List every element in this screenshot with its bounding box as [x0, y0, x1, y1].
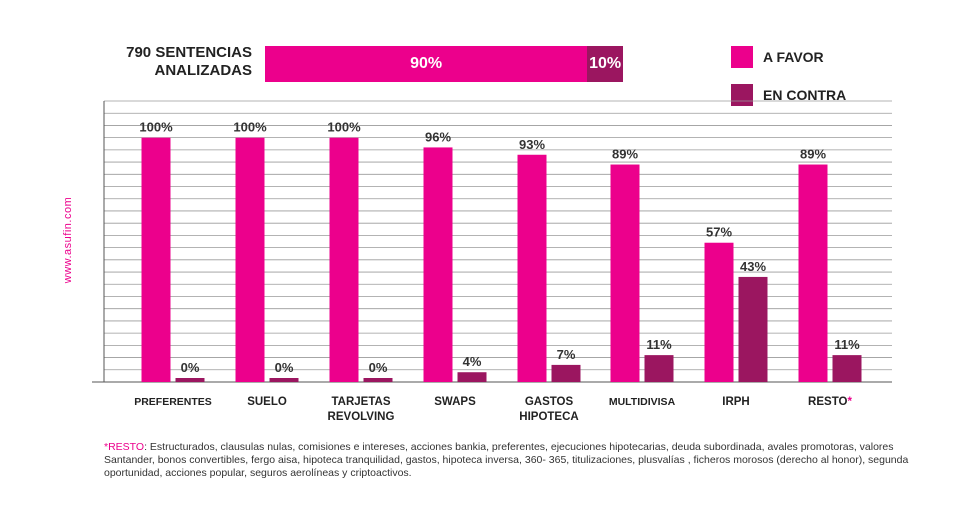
title-line-2: ANALIZADAS — [154, 62, 253, 79]
chart-bars — [141, 137, 862, 382]
bar-contra-7 — [832, 355, 862, 382]
value-label-favor-0: 100% — [139, 120, 173, 135]
bar-contra-0 — [175, 378, 205, 382]
category-label-5-0: MULTIDIVISA — [609, 396, 676, 408]
category-label-2-0: TARJETAS — [332, 396, 391, 408]
value-label-favor-3: 96% — [425, 129, 451, 144]
legend-label-contra: EN CONTRA — [763, 87, 847, 103]
category-label-4-1: HIPOTECA — [519, 411, 578, 423]
bar-contra-6 — [738, 276, 768, 382]
category-asterisk: * — [847, 396, 852, 408]
summary-favor-segment: 90% — [265, 46, 588, 82]
value-label-contra-2: 0% — [369, 360, 388, 375]
bar-favor-1 — [235, 137, 265, 382]
category-label-6-0: IRPH — [722, 396, 749, 408]
sentences-analyzed-title: 790 SENTENCIAS ANALIZADAS — [96, 44, 252, 80]
category-label-4-0: GASTOS — [525, 396, 574, 408]
bar-contra-2 — [363, 378, 393, 382]
value-label-favor-6: 57% — [706, 225, 732, 240]
value-label-contra-1: 0% — [275, 360, 294, 375]
value-label-contra-7: 11% — [834, 337, 860, 352]
footnote-text: : Estructurados, clausulas nulas, comisi… — [104, 441, 909, 479]
legend-swatch-favor — [731, 46, 753, 68]
bar-contra-5 — [644, 355, 674, 382]
bar-favor-5 — [610, 164, 640, 382]
category-label-1-0: SUELO — [247, 396, 287, 408]
chart-gridlines — [104, 100, 892, 371]
legend-label-favor: A FAVOR — [763, 49, 824, 65]
summary-contra-segment: 10% — [587, 46, 623, 82]
value-label-contra-0: 0% — [181, 360, 200, 375]
bar-contra-1 — [269, 378, 299, 382]
bar-chart: 100% 0% PREFERENTES 100% 0% SUELO 100% 0% TARJET… — [92, 100, 892, 423]
category-label-0-0: PREFERENTES — [134, 396, 212, 408]
value-label-favor-5: 89% — [612, 147, 638, 162]
value-label-contra-3: 4% — [463, 354, 482, 369]
bar-favor-6 — [704, 242, 734, 382]
summary-favor-label: 90% — [410, 55, 443, 72]
value-label-favor-1: 100% — [233, 120, 267, 135]
bar-contra-3 — [457, 372, 487, 382]
legend-swatch-contra — [731, 84, 753, 106]
value-label-contra-6: 43% — [740, 259, 766, 274]
footnote-mark: *RESTO — [104, 441, 145, 453]
value-label-contra-5: 11% — [646, 337, 672, 352]
bar-favor-7 — [798, 164, 828, 382]
category-label-7-0: RESTO* — [808, 396, 852, 408]
summary-contra-label: 10% — [589, 55, 622, 72]
value-label-contra-4: 7% — [557, 347, 576, 362]
bar-favor-3 — [423, 147, 453, 382]
value-label-favor-4: 93% — [519, 137, 545, 152]
bar-favor-4 — [517, 154, 547, 382]
category-label-3-0: SWAPS — [434, 396, 476, 408]
footnote: *RESTO: Estructurados, clausulas nulas, … — [104, 441, 934, 480]
bar-favor-2 — [329, 137, 359, 382]
bar-favor-0 — [141, 137, 171, 382]
legend-item-contra: EN CONTRA — [731, 84, 846, 106]
value-label-favor-2: 100% — [327, 120, 361, 135]
bar-contra-4 — [551, 364, 581, 382]
category-label-2-1: REVOLVING — [328, 411, 395, 423]
value-label-favor-7: 89% — [800, 147, 826, 162]
legend-item-favor: A FAVOR — [731, 46, 824, 68]
chart-labels: 100% 0% PREFERENTES 100% 0% SUELO 100% 0% TARJET… — [134, 120, 860, 423]
title-line-1: 790 SENTENCIAS — [126, 44, 252, 61]
